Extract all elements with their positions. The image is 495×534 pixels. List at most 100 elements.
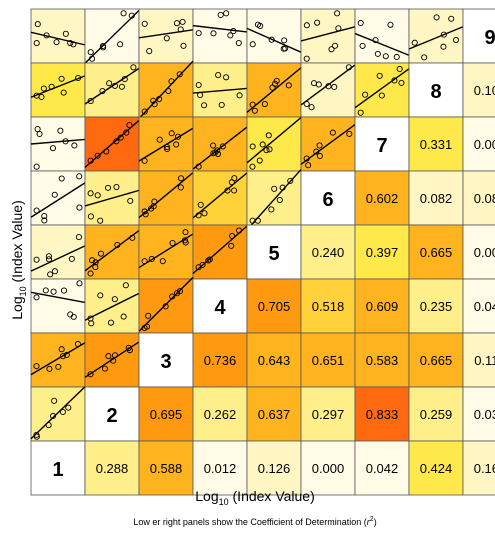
point-8-2-6: [106, 80, 113, 87]
point-9-8-3: [452, 36, 460, 44]
point-4-1-2: [60, 287, 68, 294]
point-9-1-3: [62, 30, 69, 37]
point-7-1-6: [34, 125, 41, 133]
diagonal-label-8: 8: [430, 81, 441, 103]
r2-label-3-4: 0.736: [204, 353, 237, 368]
point-8-7-0: [357, 109, 364, 116]
point-8-6-3: [310, 80, 318, 87]
point-9-8-4: [440, 43, 447, 50]
point-5-4-6: [205, 257, 212, 264]
cell-6-1: [30, 170, 86, 226]
point-5-1-6: [68, 255, 75, 262]
cell-3-6: [300, 332, 356, 388]
point-6-1-2: [76, 204, 83, 211]
point-8-3-0: [141, 108, 148, 115]
point-8-7-6: [376, 72, 383, 79]
point-6-4-3: [231, 187, 238, 194]
point-4-2-5: [120, 313, 127, 320]
fit-line-7-6: [300, 124, 356, 165]
point-2-1-3: [65, 404, 72, 411]
r2-label-1-2: 0.288: [96, 461, 129, 476]
cell-4-1: [30, 278, 86, 334]
point-5-2-0: [87, 270, 94, 277]
r2-label-1-9: 0.163: [474, 461, 495, 476]
cell-1-9: [462, 440, 495, 496]
point-6-4-5: [201, 210, 208, 217]
point-9-5-2: [281, 37, 288, 44]
point-4-2-1: [122, 282, 129, 289]
point-7-2-4: [126, 122, 133, 129]
point-7-3-2: [164, 145, 171, 153]
point-8-4-2: [201, 102, 208, 109]
cell-4-8: [408, 278, 464, 334]
point-7-4-3: [212, 149, 219, 156]
diagonal-label-2: 2: [106, 405, 117, 427]
cell-9-8: [408, 8, 464, 64]
r2-label-6-7: 0.602: [366, 191, 399, 206]
r2-label-7-9: 0.001: [474, 137, 495, 152]
point-6-2-1: [104, 184, 112, 191]
point-5-2-4: [92, 259, 99, 266]
point-7-2-3: [94, 152, 101, 159]
point-9-8-5: [440, 31, 447, 38]
point-7-2-6: [123, 129, 130, 136]
r2-label-6-8: 0.082: [420, 191, 453, 206]
cell-5-1: [30, 224, 86, 280]
point-6-4-1: [197, 201, 204, 208]
cell-3-8: [408, 332, 464, 388]
point-9-6-0: [303, 55, 310, 62]
point-3-1-6: [59, 353, 66, 360]
point-9-7-1: [374, 50, 381, 57]
point-2-1-5: [49, 412, 57, 420]
cell-9-5: [246, 8, 302, 64]
point-7-4-6: [214, 147, 221, 154]
cell-1-5: [246, 440, 302, 496]
point-4-1-4: [50, 288, 57, 295]
r2-label-2-7: 0.833: [366, 407, 399, 422]
point-7-4-5: [210, 142, 217, 149]
point-9-2-0: [87, 49, 94, 56]
point-4-2-2: [111, 296, 118, 303]
point-9-2-4: [117, 41, 124, 48]
cell-3-7: [354, 332, 410, 388]
r2-label-2-9: 0.032: [474, 407, 495, 422]
point-5-4-2: [199, 261, 206, 268]
cell-8-8: [408, 62, 464, 118]
point-6-2-6: [97, 217, 104, 224]
point-6-2-3: [113, 184, 120, 191]
fit-line-4-3: [138, 276, 194, 332]
point-9-4-0: [195, 30, 202, 37]
cell-5-3: [138, 224, 194, 280]
fit-line-9-6: [300, 26, 356, 42]
cell-5-9: [462, 224, 495, 280]
point-9-8-0: [411, 39, 418, 46]
figure-caption: Low er right panels show the Coefficient…: [133, 516, 377, 527]
cell-5-5: [246, 224, 302, 280]
point-8-5-6: [285, 82, 292, 89]
fit-line-3-2: [84, 341, 140, 378]
point-6-1-6: [51, 191, 58, 198]
point-5-1-0: [33, 256, 40, 263]
point-6-3-2: [178, 175, 185, 182]
point-5-3-4: [182, 229, 189, 236]
fit-line-3-1: [30, 342, 86, 376]
cell-1-8: [408, 440, 464, 496]
point-9-3-0: [141, 20, 148, 27]
r2-label-3-8: 0.665: [420, 353, 453, 368]
fit-line-9-4: [192, 24, 248, 33]
point-5-1-4: [45, 253, 52, 260]
cell-1-6: [300, 440, 356, 496]
cell-5-6: [300, 224, 356, 280]
point-8-1-6: [60, 89, 67, 96]
point-7-3-6: [168, 130, 175, 137]
r2-label-3-5: 0.643: [258, 353, 291, 368]
point-8-7-4: [398, 79, 405, 86]
point-3-1-3: [46, 365, 53, 372]
cell-2-5: [246, 386, 302, 442]
fit-line-5-3: [138, 233, 194, 269]
fit-line-7-1: [30, 138, 86, 145]
cell-3-1: [30, 332, 86, 388]
point-3-1-5: [58, 346, 65, 353]
fit-line-8-3: [138, 60, 194, 120]
